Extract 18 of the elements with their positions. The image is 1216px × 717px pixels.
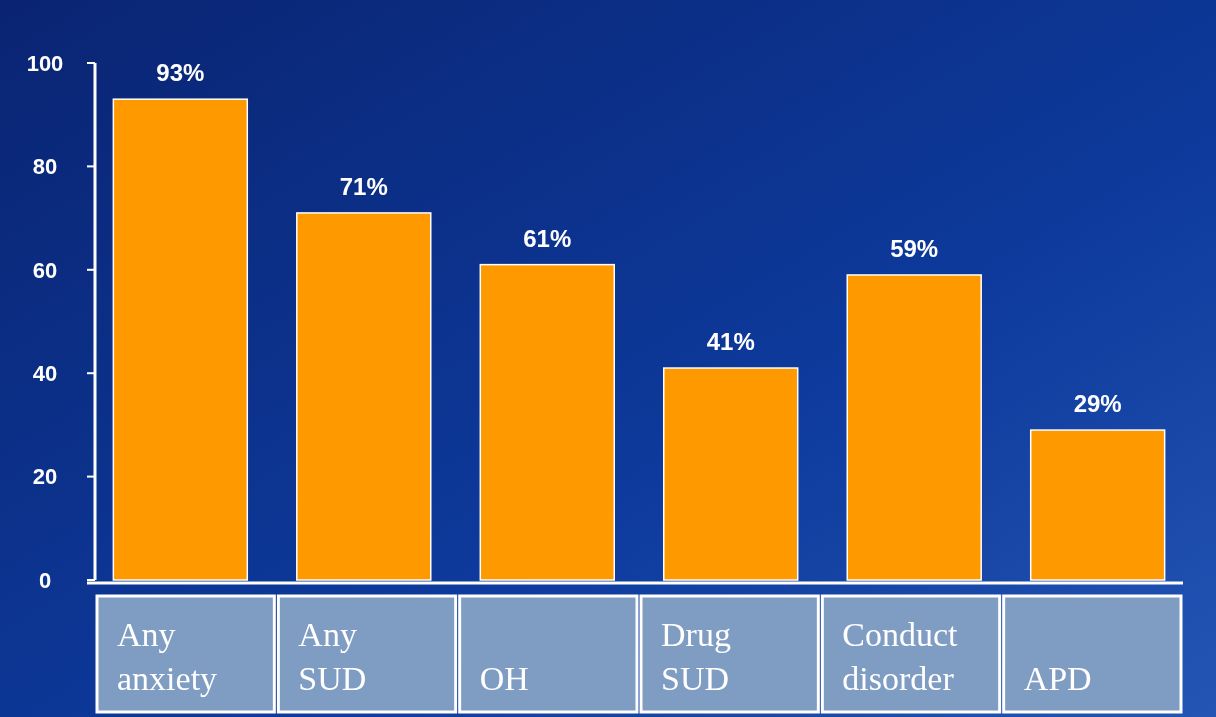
x-tick-label: Any SUD [298,616,367,697]
x-tick-label: Conduct disorder [842,616,959,697]
x-tick-label: Drug SUD [661,616,731,697]
x-tick-label: Any anxiety [117,616,218,697]
data-label: 29% [1073,390,1122,418]
x-tick-label: OH [479,660,529,697]
y-tick-label: 100 [26,50,64,76]
y-tick-label: 0 [38,567,52,593]
y-tick-label: 80 [32,154,58,180]
data-label: 41% [706,328,755,356]
data-label: 93% [156,59,205,87]
y-tick-label: 20 [32,464,58,490]
y-tick-label: 40 [32,360,58,386]
data-label: 61% [523,224,572,252]
y-tick-label: 60 [32,257,58,283]
data-label: 71% [339,172,388,200]
data-label: 59% [890,234,939,262]
x-tick-label: APD [1023,660,1092,697]
